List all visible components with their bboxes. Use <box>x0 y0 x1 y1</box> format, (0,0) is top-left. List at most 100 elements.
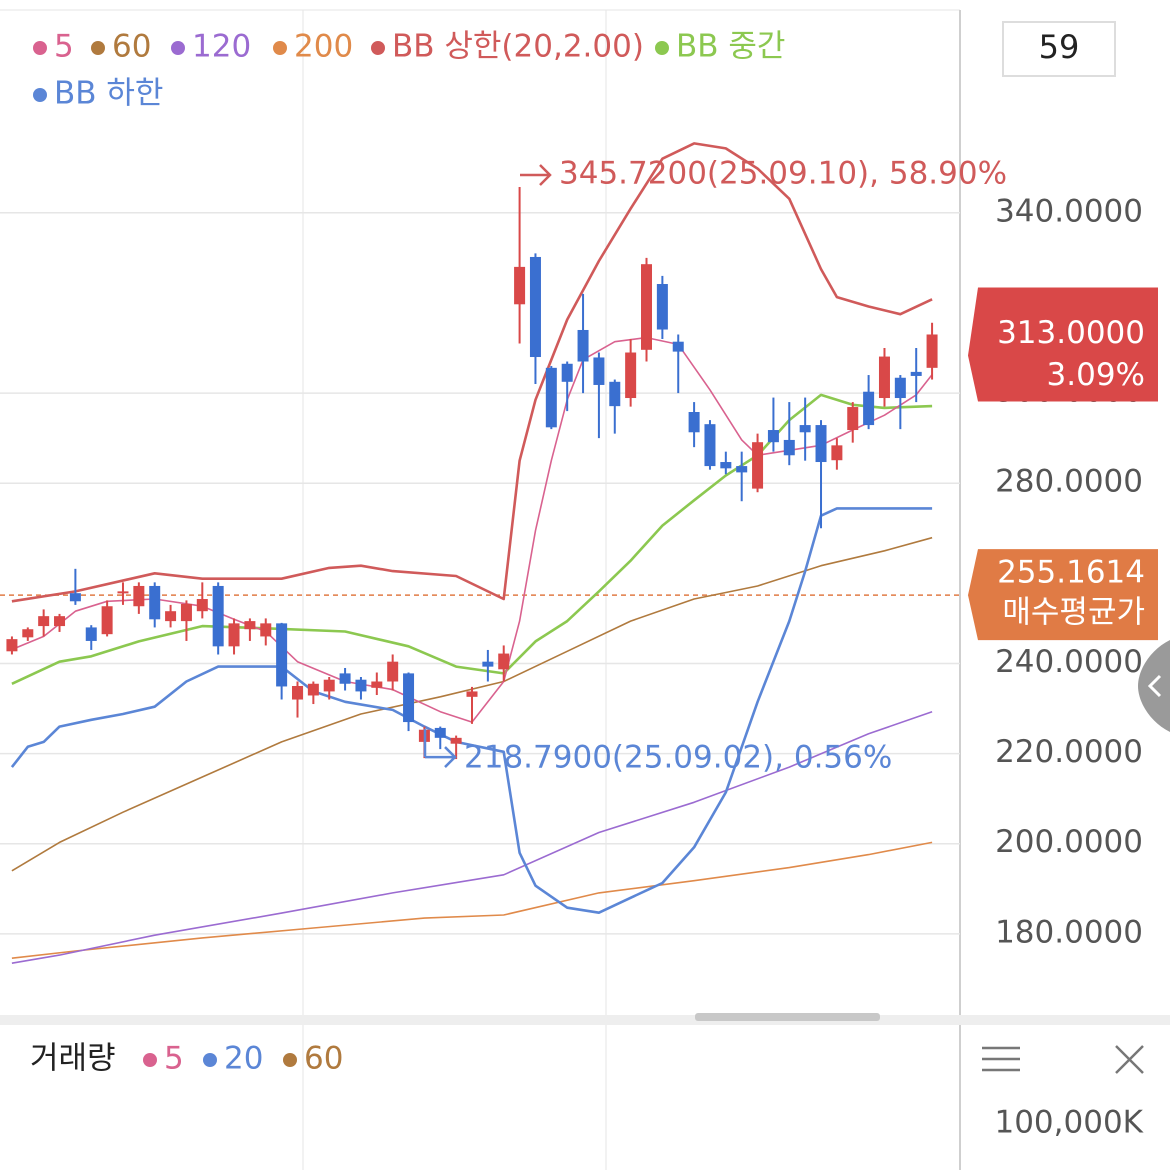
candle-body <box>101 606 113 635</box>
current-change: 3.09% <box>1047 357 1145 393</box>
period-box[interactable] <box>1002 21 1116 77</box>
candle-body <box>371 681 383 688</box>
candle-body <box>577 329 589 362</box>
candle-body <box>307 683 319 696</box>
annotation-arrow <box>520 164 552 186</box>
candle-body <box>291 686 303 700</box>
candle-body <box>831 445 843 461</box>
candle-body <box>704 424 716 467</box>
candle-body <box>85 627 97 641</box>
legend-dot <box>371 41 385 55</box>
legend-dot <box>143 1053 157 1067</box>
candle-body <box>6 639 18 652</box>
candle-body <box>180 603 192 622</box>
legend-label: 60 <box>112 29 151 65</box>
y-tick-label: 280.0000 <box>995 464 1143 500</box>
candle-body <box>783 439 795 456</box>
legend-label: 120 <box>192 29 251 65</box>
candle-body <box>212 585 224 647</box>
candle-body <box>133 585 145 607</box>
line-series <box>11 710 933 964</box>
candle-body <box>609 381 621 407</box>
candle-body <box>514 266 526 305</box>
legend-label: BB 중간 <box>676 29 785 65</box>
y-tick-label: 240.0000 <box>995 644 1143 680</box>
legend-dot <box>273 41 287 55</box>
candle-body <box>38 616 50 627</box>
legend-label: 20 <box>224 1041 263 1077</box>
legend-label: 60 <box>304 1041 343 1077</box>
collapse-handle[interactable] <box>1138 640 1170 732</box>
candle-body <box>815 425 827 463</box>
legend-dot <box>283 1053 297 1067</box>
candle-body <box>149 585 161 620</box>
close-icon[interactable] <box>1115 1045 1144 1074</box>
candle-body <box>799 425 811 433</box>
candle-body <box>498 653 510 670</box>
candle-body <box>69 593 81 602</box>
candle-body <box>117 591 129 594</box>
scrollbar[interactable] <box>695 1013 880 1021</box>
candle-body <box>641 264 653 350</box>
average-price: 255.1614 <box>997 555 1145 591</box>
candle-body <box>387 661 399 682</box>
collapse-icon <box>1147 674 1162 698</box>
candle-body <box>847 407 859 431</box>
line-series <box>11 393 933 685</box>
candle-body <box>276 623 288 687</box>
candle-body <box>863 391 875 426</box>
candle-body <box>260 623 272 637</box>
candle-body <box>894 377 906 399</box>
annotation-low: 218.7900(25.09.02), 0.56% <box>464 740 892 776</box>
candle-body <box>672 341 684 352</box>
period-count: 59 <box>1039 28 1080 66</box>
y-tick-label: 340.0000 <box>995 193 1143 229</box>
legend-label: BB 하한 <box>54 76 163 112</box>
candle-body <box>767 430 779 443</box>
y-tick-label: 200.0000 <box>995 824 1143 860</box>
candle-body <box>355 679 367 692</box>
candle-body <box>450 737 462 744</box>
panel-separator <box>0 1015 1170 1025</box>
legend-label: 5 <box>164 1041 184 1077</box>
close-stroke <box>1115 1045 1144 1074</box>
legend-dot <box>171 41 185 55</box>
legend-label: 5 <box>54 29 74 65</box>
y-tick-label: 100,000K <box>994 1105 1143 1141</box>
legend-dot <box>33 88 47 102</box>
candle-body <box>561 363 573 382</box>
line-series <box>11 841 933 959</box>
candle-body <box>878 356 890 399</box>
y-tick-label: 220.0000 <box>995 734 1143 770</box>
candle-body <box>688 412 700 433</box>
legend-label: BB 상한(20,2.00) <box>392 29 644 65</box>
candle-body <box>545 367 557 428</box>
candle-body <box>339 673 351 684</box>
candle-body <box>228 623 240 647</box>
legend-dot <box>203 1053 217 1067</box>
legend-dot <box>33 41 47 55</box>
candle-body <box>244 621 256 630</box>
legend-dot <box>91 41 105 55</box>
menu-icon[interactable] <box>982 1046 1020 1072</box>
candle-body <box>22 629 34 638</box>
legend-dot <box>655 41 669 55</box>
current-price: 313.0000 <box>997 315 1145 351</box>
candle-body <box>752 442 764 489</box>
annotation-high: 345.7200(25.09.10), 58.90% <box>559 156 1007 192</box>
candle-body <box>165 611 177 622</box>
legend-label: 200 <box>294 29 353 65</box>
candle-body <box>482 661 494 667</box>
candle-body <box>323 679 335 692</box>
volume-title: 거래량 <box>30 1041 116 1077</box>
candle-body <box>910 371 922 376</box>
current-price-box <box>968 287 1158 402</box>
average-price-box <box>968 549 1158 641</box>
candle-body <box>926 334 938 368</box>
line-series <box>10 507 933 914</box>
line-series <box>11 142 933 603</box>
average-price-label: 매수평균가 <box>1002 595 1145 631</box>
candle-body <box>593 357 605 385</box>
